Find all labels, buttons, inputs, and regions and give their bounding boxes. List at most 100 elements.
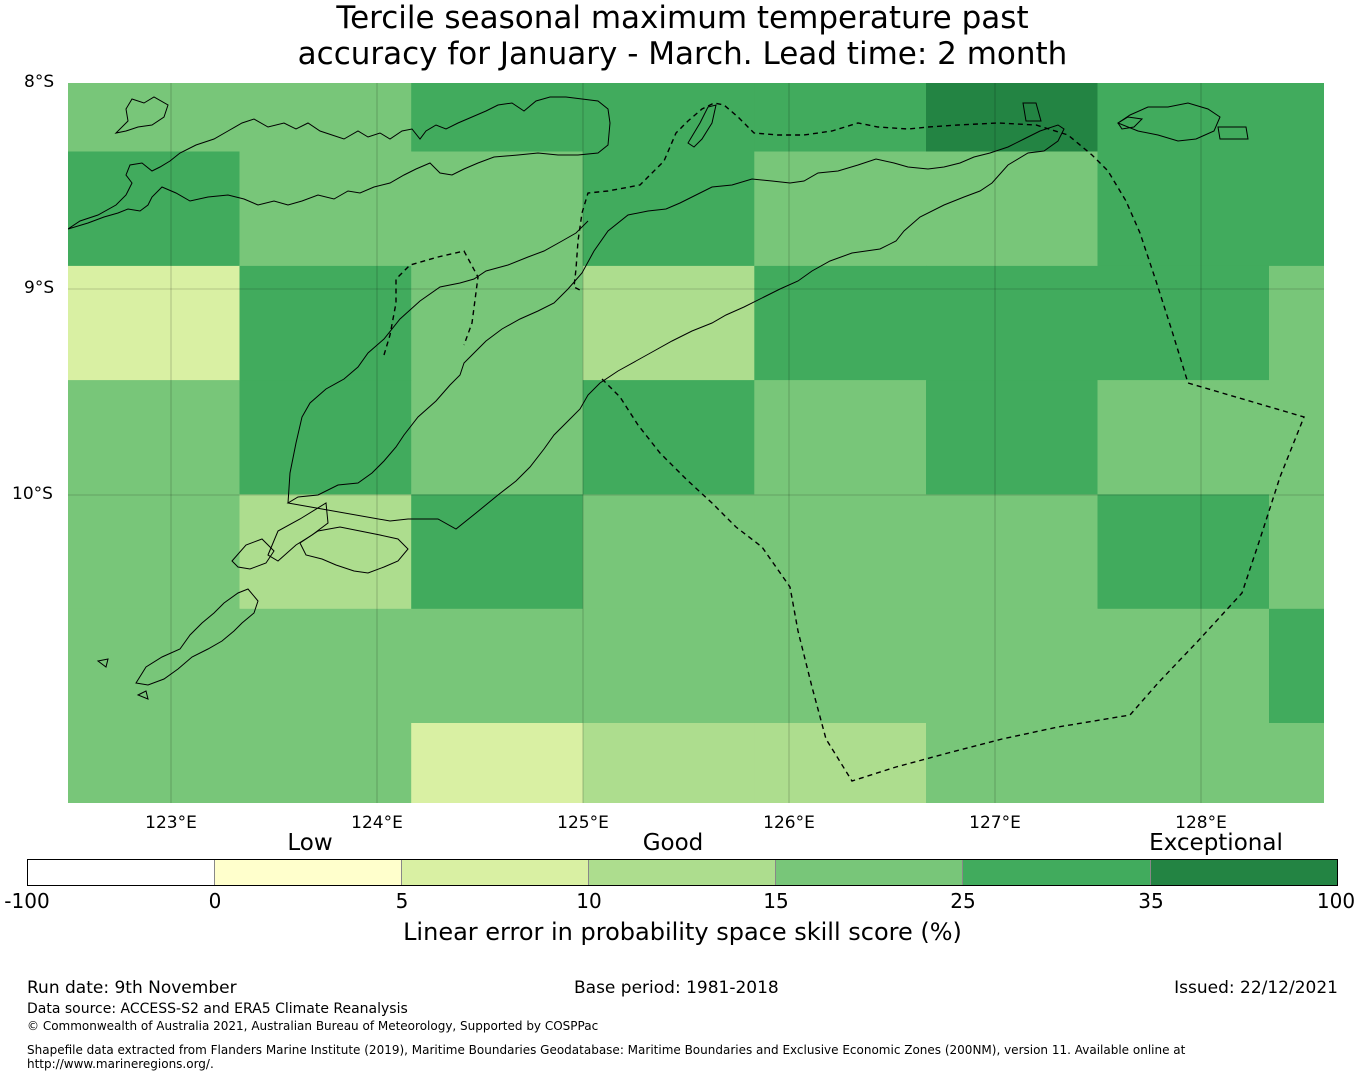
colorbar-title: Linear error in probability space skill … bbox=[403, 918, 962, 946]
grid-cell-r3-c0 bbox=[68, 380, 241, 496]
band-label-low: Low bbox=[287, 830, 333, 856]
coastline-island-3 bbox=[1117, 116, 1144, 130]
grid-cell-r6-c7 bbox=[1269, 723, 1324, 803]
grid-cell-r6-c3 bbox=[582, 723, 755, 803]
lon-label-125e: 125°E bbox=[557, 813, 609, 833]
coastline-island-2 bbox=[1116, 102, 1221, 142]
eez-boundary bbox=[383, 102, 1305, 782]
eez-oecusse bbox=[383, 250, 479, 356]
tick-label-10: 10 bbox=[576, 889, 602, 913]
data-source: Data source: ACCESS-S2 and ERA5 Climate … bbox=[27, 1001, 408, 1017]
map-title: Tercile seasonal maximum temperature pas… bbox=[0, 0, 1365, 72]
grid-cell-r4-c3 bbox=[582, 494, 755, 610]
grid-cell-r5-c7 bbox=[1269, 608, 1324, 724]
grid-cell-r1-c5 bbox=[926, 151, 1099, 267]
colorbar-segment-10-15 bbox=[589, 859, 776, 886]
grid-cell-r2-c7 bbox=[1269, 265, 1324, 381]
colorbar-segment-neg100-0 bbox=[27, 859, 215, 886]
grid-cell-r6-c0 bbox=[68, 723, 241, 803]
grid-cell-r2-c3 bbox=[582, 265, 755, 381]
grid-cell-r2-c2 bbox=[411, 265, 584, 381]
copyright: © Commonwealth of Australia 2021, Austra… bbox=[27, 1019, 599, 1033]
title-line-1: Tercile seasonal maximum temperature pas… bbox=[336, 0, 1029, 36]
grid-cell-r2-c1 bbox=[239, 265, 412, 381]
base-period: Base period: 1981-2018 bbox=[574, 978, 779, 998]
grid-cell-r5-c4 bbox=[754, 608, 927, 724]
grid-cell-r1-c7 bbox=[1269, 151, 1324, 267]
lat-label-9s: 9°S bbox=[24, 278, 55, 298]
grid-cell-r3-c5 bbox=[926, 380, 1099, 496]
eez-timor-leste-main bbox=[573, 102, 1305, 782]
grid-cell-r3-c3 bbox=[582, 380, 755, 496]
grid-cell-r0-c5 bbox=[926, 83, 1099, 153]
grid-cell-r3-c2 bbox=[411, 380, 584, 496]
lon-label-127e: 127°E bbox=[969, 813, 1021, 833]
coastlines bbox=[68, 96, 1249, 700]
grid-cell-r1-c0 bbox=[68, 151, 241, 267]
coastline-semau bbox=[267, 502, 329, 562]
grid-cell-r2-c6 bbox=[1097, 265, 1270, 381]
grid-cell-r5-c0 bbox=[68, 608, 241, 724]
colorbar-segment-0-5 bbox=[215, 859, 402, 886]
grid-cell-r2-c4 bbox=[754, 265, 927, 381]
lat-label-8s: 8°S bbox=[24, 72, 55, 92]
tick-label-15: 15 bbox=[763, 889, 789, 913]
skill-score-map bbox=[68, 83, 1324, 803]
grid-cell-r4-c0 bbox=[68, 494, 241, 610]
grid-cell-r4-c7 bbox=[1269, 494, 1324, 610]
shapefile-credit-line-2: http://www.marineregions.org/. bbox=[27, 1057, 214, 1071]
tick-label-0: 0 bbox=[208, 889, 222, 913]
coastline-islet bbox=[136, 690, 149, 700]
colorbar-segment-35-100 bbox=[1151, 859, 1338, 886]
lon-label-124e: 124°E bbox=[351, 813, 403, 833]
grid-cell-r2-c5 bbox=[926, 265, 1099, 381]
grid-cell-r0-c0 bbox=[68, 83, 241, 153]
grid-cell-r2-c0 bbox=[68, 265, 241, 381]
grid-cell-r3-c7 bbox=[1269, 380, 1324, 496]
colorbar bbox=[27, 859, 1338, 886]
band-label-exceptional: Exceptional bbox=[1149, 830, 1283, 856]
grid-cell-r5-c3 bbox=[582, 608, 755, 724]
tick-label-100: 100 bbox=[1316, 889, 1356, 913]
graticule bbox=[68, 83, 1324, 803]
grid-cell-r4-c5 bbox=[926, 494, 1099, 610]
grid-cell-r6-c6 bbox=[1097, 723, 1270, 803]
coastline-semau-2 bbox=[299, 526, 409, 574]
grid-cells bbox=[68, 83, 1324, 803]
grid-cell-r5-c5 bbox=[926, 608, 1099, 724]
coastline-alor bbox=[687, 104, 717, 148]
grid-cell-r1-c3 bbox=[582, 151, 755, 267]
grid-cell-r3-c1 bbox=[239, 380, 412, 496]
tick-label-5: 5 bbox=[395, 889, 409, 913]
grid-cell-r4-c1 bbox=[239, 494, 412, 610]
lon-label-128e: 128°E bbox=[1175, 813, 1227, 833]
grid-cell-r4-c4 bbox=[754, 494, 927, 610]
grid-cell-r0-c7 bbox=[1269, 83, 1324, 153]
coastline-island-5 bbox=[1217, 126, 1249, 140]
grid-cell-r3-c6 bbox=[1097, 380, 1270, 496]
grid-cell-r1-c4 bbox=[754, 151, 927, 267]
grid-cell-r1-c2 bbox=[411, 151, 584, 267]
tick-label-35: 35 bbox=[1138, 889, 1164, 913]
lon-label-126e: 126°E bbox=[763, 813, 815, 833]
coastline-west-timor-coast bbox=[287, 220, 589, 504]
grid-cell-r1-c6 bbox=[1097, 151, 1270, 267]
grid-cell-r4-c6 bbox=[1097, 494, 1270, 610]
issued-date: Issued: 22/12/2021 bbox=[1174, 978, 1338, 998]
grid-cell-r0-c3 bbox=[582, 83, 755, 153]
grid-cell-r4-c2 bbox=[411, 494, 584, 610]
grid-cell-r6-c5 bbox=[926, 723, 1099, 803]
coastline-island-4 bbox=[1022, 102, 1042, 122]
tick-label-25: 25 bbox=[950, 889, 976, 913]
grid-cell-r6-c4 bbox=[754, 723, 927, 803]
lon-label-123e: 123°E bbox=[145, 813, 197, 833]
colorbar-segment-25-35 bbox=[963, 859, 1151, 886]
tick-label-neg100: -100 bbox=[4, 889, 50, 913]
grid-cell-r6-c1 bbox=[239, 723, 412, 803]
coastline-ndao bbox=[96, 658, 109, 668]
grid-cell-r5-c1 bbox=[239, 608, 412, 724]
run-date: Run date: 9th November bbox=[27, 978, 237, 998]
coastline-rote bbox=[231, 538, 275, 570]
map-canvas bbox=[68, 83, 1324, 803]
grid-cell-r0-c1 bbox=[239, 83, 412, 153]
